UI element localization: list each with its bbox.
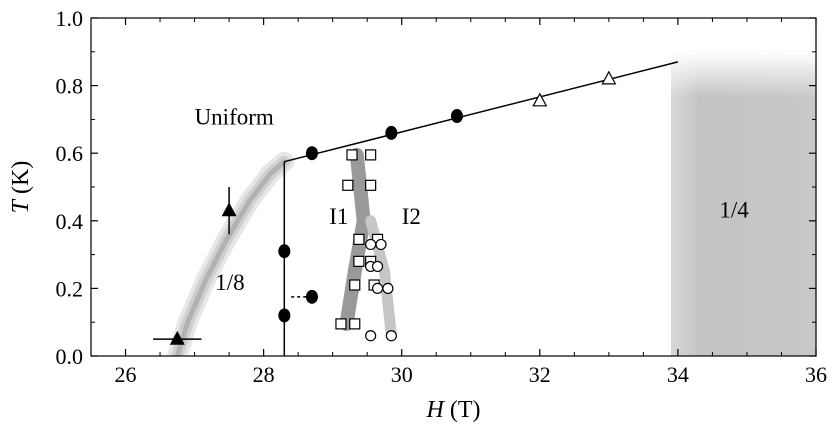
y-axis-label: T (K) [8, 161, 34, 214]
data-point-filled-circle [305, 146, 318, 161]
x-tick-label: 30 [391, 362, 413, 387]
y-tick-label: 0.8 [56, 74, 84, 99]
y-axis-unit: (K) [8, 161, 34, 194]
data-point-filled-circle [278, 308, 291, 323]
data-point-open-square [349, 318, 361, 330]
region-labels: Uniform I1 I2 1/8 1/4 [195, 104, 750, 295]
shaded-bands [167, 51, 816, 356]
y-axis-symbol: T [8, 198, 34, 213]
data-point-open-square [346, 149, 358, 161]
data-point-open-square [365, 149, 377, 161]
y-tick-label: 0.4 [56, 209, 84, 234]
x-tick-label: 36 [805, 362, 827, 387]
region-label: I2 [402, 204, 421, 229]
data-point-open-triangle [601, 70, 617, 85]
data-point-open-square [342, 179, 354, 191]
data-point-filled-circle [385, 125, 398, 140]
x-tick-label: 32 [529, 362, 551, 387]
region-label: Uniform [195, 104, 274, 129]
boundary-band-inner [174, 159, 287, 356]
y-tick-label: 0.2 [56, 276, 84, 301]
data-point-filled-circle [278, 244, 291, 259]
region-label: I1 [329, 204, 348, 229]
data-point-open-square [353, 255, 365, 267]
x-axis-label: H (T) [426, 397, 481, 423]
data-point-open-circle [365, 238, 377, 251]
x-axis-unit: (T) [450, 397, 481, 423]
data-point-open-triangle [532, 92, 548, 107]
y-tick-label: 0.0 [56, 344, 84, 369]
data-markers [153, 70, 617, 345]
data-point-open-circle [375, 238, 387, 251]
data-point-open-circle [371, 260, 384, 273]
data-point-open-circle [382, 282, 394, 294]
data-point-open-square [353, 233, 365, 245]
x-axis-ticks: 26 28 30 32 34 36 [90, 18, 827, 387]
data-point-filled-triangle [221, 202, 237, 217]
y-tick-label: 1.0 [56, 6, 84, 31]
phase-boundary-line [284, 61, 679, 163]
data-point-open-square [349, 279, 361, 291]
data-point-open-circle [365, 330, 377, 342]
region-label: 1/8 [215, 270, 244, 295]
x-tick-label: 26 [115, 362, 137, 387]
data-point-open-circle [371, 282, 384, 294]
i1-boundary-band [339, 147, 371, 331]
x-tick-label: 28 [253, 362, 275, 387]
quarter-phase-region-fade [671, 51, 816, 356]
y-axis-ticks: 0.0 0.2 0.4 0.6 0.8 1.0 [56, 6, 816, 369]
x-axis-symbol: H [426, 397, 446, 423]
x-tick-label: 34 [667, 362, 689, 387]
y-tick-label: 0.6 [56, 141, 84, 166]
data-point-filled-circle [305, 289, 318, 304]
data-point-filled-circle [450, 109, 463, 124]
data-point-open-circle [385, 330, 397, 342]
region-label: 1/4 [719, 197, 749, 222]
data-point-open-square [335, 318, 347, 330]
data-point-filled-triangle [169, 330, 185, 345]
data-point-open-square [365, 179, 377, 191]
boundary-band-outer [167, 151, 295, 356]
